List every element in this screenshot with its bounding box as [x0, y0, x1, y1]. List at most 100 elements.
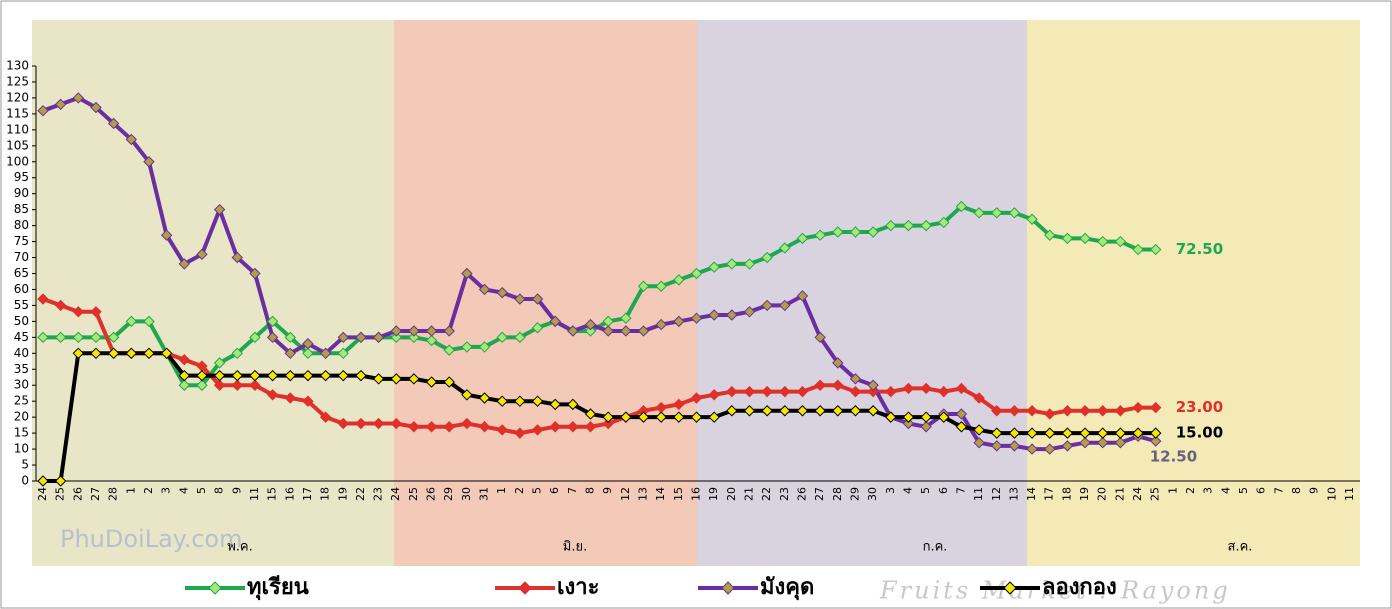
x-tick-label: 1 — [1166, 487, 1179, 494]
x-tick-label: 24 — [389, 487, 402, 501]
data-point — [72, 347, 85, 360]
data-point — [743, 385, 756, 398]
data-point — [178, 258, 191, 270]
data-point — [1061, 232, 1074, 245]
data-point — [160, 347, 173, 360]
data-point — [796, 405, 809, 417]
x-tick-label: 3 — [1202, 487, 1215, 494]
x-tick-label: 2 — [513, 487, 526, 494]
data-point — [231, 369, 243, 382]
data-point — [1150, 435, 1162, 447]
data-point — [885, 411, 897, 423]
data-point — [690, 411, 703, 423]
data-point — [902, 219, 915, 232]
x-tick-label: 28 — [107, 487, 120, 501]
y-tick-label: 45 — [14, 330, 29, 344]
y-tick-label: 105 — [6, 138, 29, 152]
data-point — [991, 440, 1003, 452]
data-point — [1114, 427, 1127, 439]
data-point — [1008, 427, 1021, 439]
data-point — [90, 306, 102, 318]
data-point — [955, 421, 968, 433]
data-point — [160, 229, 173, 241]
x-tick-label: 18 — [319, 487, 332, 501]
data-point — [726, 309, 738, 321]
data-point — [37, 293, 49, 305]
x-tick-label: 8 — [1290, 487, 1303, 494]
data-point — [955, 408, 968, 420]
data-point — [1079, 405, 1091, 417]
data-point — [690, 267, 703, 280]
data-point — [372, 373, 385, 385]
data-point — [425, 376, 438, 388]
y-tick-label: 40 — [14, 346, 29, 360]
x-tick-label: 5 — [1237, 487, 1250, 494]
data-point — [1061, 427, 1074, 439]
x-tick-label: 28 — [831, 487, 844, 501]
data-point — [478, 283, 491, 296]
data-point — [955, 200, 968, 213]
bg-jul — [697, 20, 1027, 566]
x-tick-label: 27 — [89, 487, 102, 501]
x-tick-label: 21 — [1113, 487, 1126, 501]
data-point — [761, 299, 773, 312]
x-tick-label: 16 — [283, 487, 296, 501]
data-point — [726, 258, 738, 270]
x-tick-label: 1 — [124, 487, 137, 494]
x-tick-label: 8 — [584, 487, 597, 494]
x-tick-label: 29 — [848, 487, 861, 501]
data-point — [743, 405, 756, 417]
data-point — [284, 331, 296, 344]
x-tick-label: 6 — [1255, 487, 1268, 494]
data-point — [1061, 440, 1074, 452]
x-tick-label: 2 — [142, 487, 155, 494]
x-tick-label: 9 — [601, 487, 614, 494]
y-tick-label: 110 — [6, 122, 29, 136]
data-point — [1114, 235, 1127, 248]
data-point — [408, 421, 420, 433]
y-tick-label: 70 — [14, 250, 29, 264]
footer-text: Fruits Market : Rayong — [879, 577, 1231, 605]
data-point — [1097, 405, 1109, 417]
data-point — [708, 309, 720, 321]
data-point — [107, 347, 120, 360]
y-tick-label: 65 — [14, 266, 29, 280]
data-point — [213, 369, 226, 382]
data-point — [531, 395, 544, 407]
data-point — [461, 417, 473, 430]
data-point — [54, 299, 67, 312]
data-point — [920, 219, 932, 232]
y-tick-label: 15 — [14, 426, 29, 440]
data-point — [355, 369, 367, 382]
data-point — [443, 344, 455, 356]
month-label: พ.ค. — [227, 540, 253, 555]
x-tick-label: 9 — [1308, 487, 1321, 494]
x-tick-label: 12 — [990, 487, 1003, 501]
x-tick-label: 6 — [937, 487, 950, 494]
x-tick-label: 31 — [478, 487, 491, 501]
data-point — [673, 411, 685, 423]
x-tick-label: 11 — [972, 487, 985, 501]
data-point — [90, 331, 102, 344]
legend-marker — [518, 581, 532, 595]
data-point — [514, 293, 526, 305]
data-point — [302, 347, 314, 360]
x-tick-label: 30 — [460, 487, 473, 501]
y-tick-label: 90 — [14, 186, 29, 200]
data-point — [90, 101, 102, 114]
data-point — [408, 325, 420, 337]
data-point — [637, 280, 650, 292]
month-label: มิ.ย. — [563, 540, 587, 555]
x-tick-label: 15 — [672, 487, 685, 501]
x-tick-label: 3 — [160, 487, 173, 494]
data-point — [584, 318, 597, 331]
data-point — [125, 347, 138, 360]
data-point — [196, 369, 208, 382]
data-point — [302, 369, 314, 382]
data-point — [319, 369, 332, 382]
data-point — [902, 411, 915, 423]
data-point — [531, 322, 544, 334]
x-tick-label: 10 — [1325, 487, 1338, 501]
data-point — [885, 385, 897, 398]
x-tick-label: 29 — [442, 487, 455, 501]
